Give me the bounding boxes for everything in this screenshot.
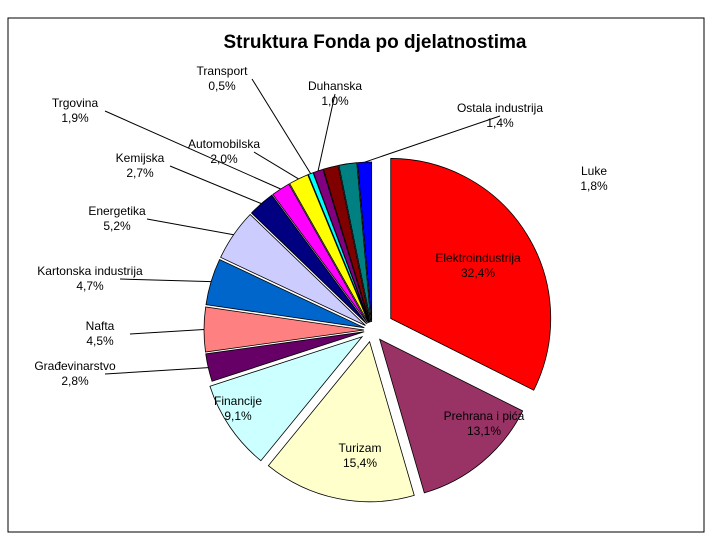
slice-label: Energetika 5,2% [88,204,146,233]
pie-slice [272,183,368,324]
slice-value: 1,0% [321,94,349,108]
leader-line [129,328,205,335]
slice-label: Trgovina 1,9% [52,96,99,125]
slice-name: Transport [197,64,249,78]
leader-line [253,151,299,180]
slice-label: Građevinarstvo 2,8% [34,359,116,388]
slice-label: Luke 1,8% [580,164,608,193]
slice-value: 9,1% [224,409,252,423]
slice-label: Kartonska industrija 4,7% [37,264,143,293]
slice-name: Energetika [88,204,146,218]
slice-name: Turizam [339,441,382,455]
pie-slice [390,158,552,391]
slice-label: Financije 9,1% [214,394,262,423]
slice-name: Nafta [86,319,115,333]
leader-line [251,78,312,174]
pie-slice [220,213,366,326]
slice-value: 0,5% [208,79,236,93]
pie-slice [379,338,524,494]
slice-value: 4,5% [86,334,114,348]
slice-label: Nafta 4,5% [86,319,115,348]
slice-value: 15,4% [343,456,377,470]
pie-slice [267,340,415,503]
slice-value: 13,1% [467,424,501,438]
slice-name: Prehrana i pića [444,409,525,423]
slice-label: Duhanska 1,0% [308,79,362,108]
slice-label: Ostala industrija 1,4% [457,101,543,130]
slice-label: Kemijska 2,7% [116,151,165,180]
slice-name: Financije [214,394,262,408]
slice-value: 32,4% [461,266,495,280]
slice-name: Elektroindustrija [435,251,521,265]
slice-name: Kemijska [116,151,165,165]
slice-label: Transport 0,5% [197,64,249,93]
slice-value: 2,7% [126,166,154,180]
leader-line [104,367,209,375]
slice-name: Luke [581,164,607,178]
slice-name: Kartonska industrija [37,264,143,278]
pie-slice [338,162,372,323]
leader-line [364,115,501,163]
slice-value: 2,0% [210,152,238,166]
slice-name: Trgovina [52,96,99,110]
chart-title: Struktura Fonda po djelatnostima [224,32,527,53]
pie-slice [203,306,365,353]
leader-line [104,110,281,190]
pie-slice [205,259,365,329]
leader-line [146,218,234,236]
slice-value: 5,2% [103,219,131,233]
pie-slice [209,335,364,462]
leader-line [317,93,336,171]
leader-line [169,165,262,205]
slice-value: 4,7% [76,279,104,293]
slice-value: 2,8% [61,374,89,388]
slice-name: Automobilska [188,137,260,151]
slice-name: Ostala industrija [457,101,543,115]
pie-slice [357,161,373,323]
slice-name: Građevinarstvo [34,359,116,373]
slice-label: Turizam 15,4% [339,441,382,470]
pie-slice [205,331,365,382]
slice-name: Duhanska [308,79,362,93]
slice-label: Automobilska 2,0% [188,137,260,166]
pie-slice [322,164,371,323]
slice-value: 1,8% [580,179,608,193]
slice-label: Elektroindustrija 32,4% [435,251,521,280]
slice-label: Prehrana i pića 13,1% [444,409,525,438]
leader-line [119,278,212,283]
slice-value: 1,9% [61,111,89,125]
slice-value: 1,4% [486,116,514,130]
